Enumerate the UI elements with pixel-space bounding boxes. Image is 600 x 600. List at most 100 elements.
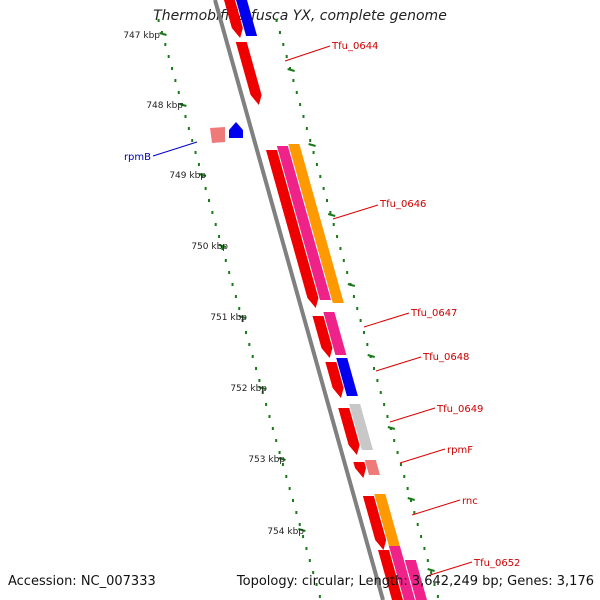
outer-ruler-dot bbox=[339, 247, 342, 250]
ruler-ticks bbox=[159, 32, 306, 532]
outer-ruler-dot bbox=[319, 175, 322, 178]
genome-backbone bbox=[213, 0, 385, 600]
ruler-tick bbox=[298, 528, 306, 532]
outer-ruler-dot bbox=[359, 319, 362, 322]
gene-feature bbox=[353, 462, 367, 478]
ruler-dot bbox=[285, 475, 288, 478]
outer-ruler-dot bbox=[342, 259, 345, 262]
ruler-dot bbox=[248, 343, 251, 346]
outer-ruler-dot bbox=[332, 223, 335, 226]
gene-label-tfu-0644[interactable]: Tfu_0644 bbox=[331, 41, 378, 52]
ruler-label: 748 kbp bbox=[146, 101, 183, 111]
outer-ruler-dot bbox=[352, 295, 355, 298]
outer-ruler-dot bbox=[278, 31, 281, 34]
ruler-dot bbox=[298, 523, 301, 526]
gene-feature bbox=[362, 496, 387, 550]
ruler-dot bbox=[238, 307, 241, 310]
ruler-dot bbox=[177, 91, 180, 94]
outer-ruler-dot bbox=[413, 511, 416, 514]
gene-feature bbox=[323, 312, 347, 355]
outer-ruler-tick bbox=[327, 213, 336, 217]
outer-ruler-dot bbox=[383, 403, 386, 406]
outer-ruler-dot bbox=[299, 103, 302, 106]
ruler-dot bbox=[318, 595, 321, 598]
ruler-dot bbox=[271, 427, 274, 430]
gene-feature bbox=[325, 362, 344, 398]
ruler-tick bbox=[218, 244, 227, 248]
outer-ruler-dot bbox=[393, 439, 396, 442]
outer-ruler-dot bbox=[420, 535, 423, 538]
outer-ruler-dot bbox=[416, 523, 419, 526]
outer-ruler-dot bbox=[436, 595, 439, 598]
outer-ruler-tick bbox=[308, 143, 316, 147]
gene-feature bbox=[235, 42, 262, 105]
ruler-dot bbox=[224, 259, 227, 262]
ruler-dot bbox=[191, 139, 194, 142]
gene-feature bbox=[336, 358, 358, 396]
ruler-dot bbox=[187, 127, 190, 130]
gene-label-rpmf[interactable]: rpmF bbox=[447, 445, 473, 456]
callout-line bbox=[332, 204, 379, 220]
ruler-tick bbox=[198, 173, 207, 177]
ruler-dot bbox=[305, 547, 308, 550]
gene-label-rnc[interactable]: rnc bbox=[462, 496, 478, 507]
ruler-dot bbox=[244, 331, 247, 334]
ruler-dot bbox=[164, 43, 167, 46]
outer-ruler-dot bbox=[410, 499, 412, 502]
genome-stats-text: Topology: circular; Length: 3,642,249 bp… bbox=[236, 574, 594, 589]
callout-line bbox=[284, 45, 331, 62]
ruler-dot bbox=[275, 439, 278, 442]
ruler-dot bbox=[234, 295, 237, 298]
ruler-tick bbox=[159, 32, 167, 36]
ruler-dot bbox=[312, 571, 315, 574]
outer-ruler-dot bbox=[430, 571, 433, 574]
ruler-label: 749 kbp bbox=[169, 171, 206, 181]
ruler-dot bbox=[302, 535, 305, 538]
outer-ruler-dot bbox=[346, 271, 349, 274]
ruler-dot bbox=[288, 487, 291, 490]
outer-ruler-dot bbox=[362, 331, 365, 334]
ruler-label: 754 kbp bbox=[267, 527, 304, 537]
outer-ruler-dot bbox=[315, 163, 318, 166]
gene-label-tfu-0647[interactable]: Tfu_0647 bbox=[410, 308, 457, 319]
outer-ruler-dot bbox=[386, 415, 389, 418]
gene-label-tfu-0646[interactable]: Tfu_0646 bbox=[379, 199, 426, 210]
gene-feature bbox=[288, 144, 344, 303]
outer-ruler-dot bbox=[426, 559, 429, 562]
ruler-dot bbox=[184, 115, 187, 118]
gene-feature bbox=[312, 316, 333, 358]
callout-line bbox=[375, 356, 422, 372]
outer-ruler-dot bbox=[289, 67, 292, 70]
ruler-dot bbox=[218, 235, 221, 238]
ruler-dot bbox=[160, 31, 163, 34]
gene-label-tfu-0652[interactable]: Tfu_0652 bbox=[473, 558, 520, 569]
gene-feature bbox=[364, 460, 380, 475]
outer-ruler-ticks bbox=[287, 68, 435, 572]
gene-feature bbox=[338, 408, 360, 455]
ruler-dot bbox=[315, 583, 318, 586]
gene-labels: Tfu_0644 rpmB Tfu_0646 Tfu_0647 Tfu_0648… bbox=[124, 41, 520, 569]
callout-line bbox=[389, 407, 436, 423]
outer-ruler-dots bbox=[275, 19, 439, 598]
ruler-dot bbox=[221, 247, 224, 250]
gene-label-tfu-0649[interactable]: Tfu_0649 bbox=[436, 404, 483, 415]
gene-label-tfu-0648[interactable]: Tfu_0648 bbox=[422, 352, 469, 363]
ruler-tick bbox=[238, 315, 247, 319]
ruler-dot bbox=[231, 283, 234, 286]
outer-ruler-dot bbox=[305, 127, 308, 130]
ruler-tick bbox=[258, 386, 266, 390]
ruler-dot bbox=[258, 379, 261, 382]
ruler-dot bbox=[201, 175, 204, 178]
map-title: Thermobifida fusca YX, complete genome bbox=[153, 8, 447, 24]
ruler-dot bbox=[167, 55, 170, 58]
gene-label-rpmb[interactable]: rpmB bbox=[124, 152, 151, 163]
outer-ruler-dot bbox=[336, 235, 339, 238]
ruler-tick bbox=[179, 103, 187, 107]
outer-ruler-dot bbox=[312, 151, 315, 154]
ruler-dot bbox=[255, 367, 258, 370]
outer-ruler-dot bbox=[285, 55, 288, 58]
ruler-dot bbox=[295, 511, 298, 514]
outer-ruler-dot bbox=[396, 451, 399, 454]
gene-callouts bbox=[152, 45, 473, 577]
gene-feature bbox=[378, 550, 403, 600]
